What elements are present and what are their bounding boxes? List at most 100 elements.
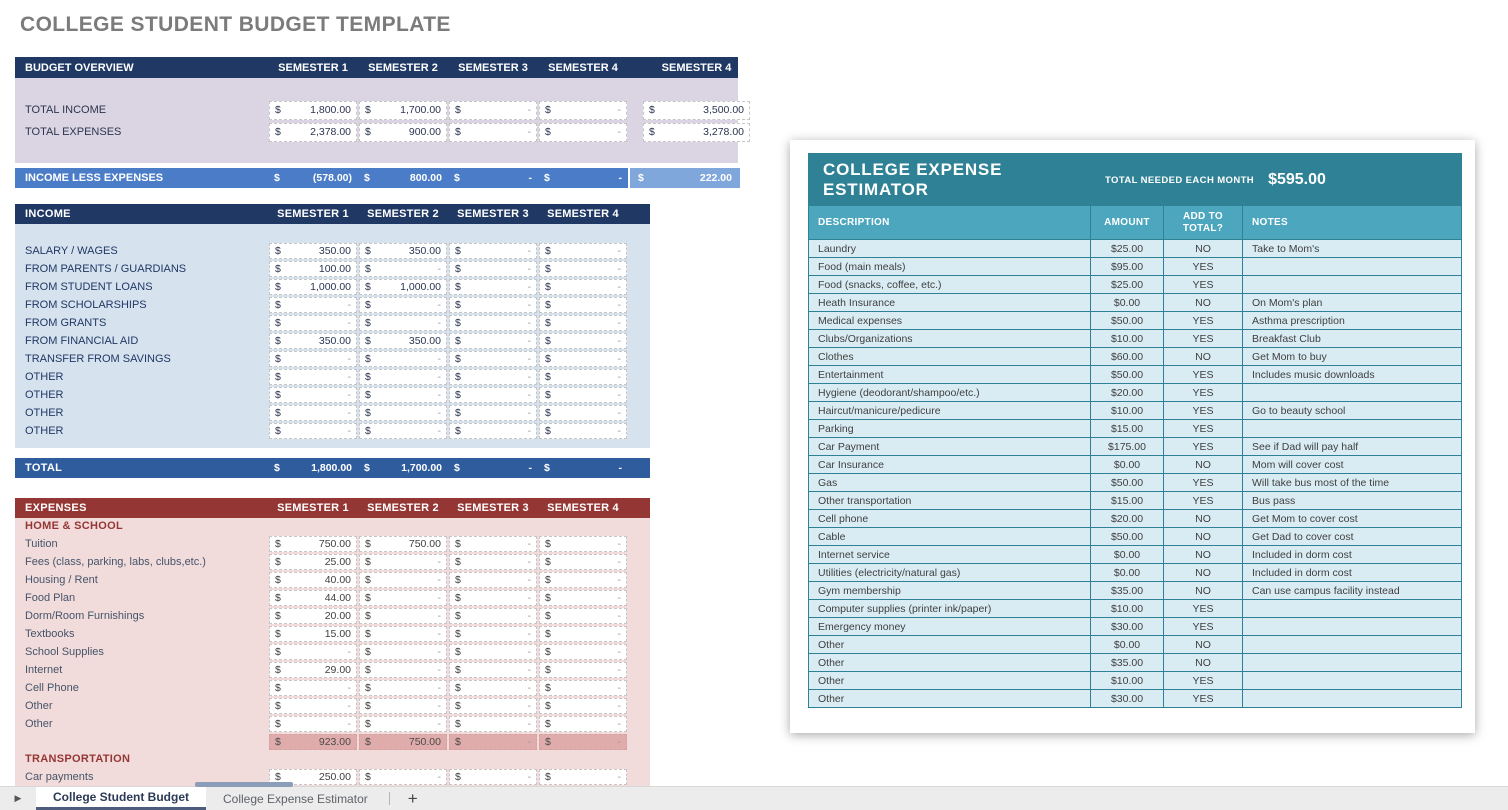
- notes-cell[interactable]: Can use campus facility instead: [1243, 581, 1461, 599]
- notes-cell[interactable]: Includes music downloads: [1243, 365, 1461, 383]
- notes-cell[interactable]: [1243, 275, 1461, 293]
- amount-cell[interactable]: $0.00: [1091, 635, 1164, 653]
- row-label-cell[interactable]: Car payments: [25, 771, 94, 783]
- amount-cell[interactable]: $ -: [539, 100, 627, 120]
- amount-cell[interactable]: $ -: [359, 698, 447, 714]
- row-label-cell[interactable]: OTHER: [25, 425, 64, 437]
- amount-cell[interactable]: $ -: [539, 369, 627, 385]
- amount-cell[interactable]: $ -: [449, 716, 537, 732]
- notes-cell[interactable]: See if Dad will pay half: [1243, 437, 1461, 455]
- description-cell[interactable]: Computer supplies (printer ink/paper): [809, 599, 1091, 617]
- notes-cell[interactable]: Take to Mom's: [1243, 239, 1461, 257]
- notes-cell[interactable]: On Mom's plan: [1243, 293, 1461, 311]
- amount-cell[interactable]: $ -: [539, 387, 627, 403]
- add-to-total-cell[interactable]: YES: [1164, 617, 1243, 635]
- add-to-total-cell[interactable]: NO: [1164, 509, 1243, 527]
- amount-cell[interactable]: $2,378.00: [269, 122, 357, 142]
- amount-cell[interactable]: $ -: [449, 387, 537, 403]
- description-cell[interactable]: Internet service: [809, 545, 1091, 563]
- amount-cell[interactable]: $10.00: [1091, 599, 1164, 617]
- amount-cell[interactable]: $29.00: [269, 662, 357, 678]
- add-to-total-cell[interactable]: NO: [1164, 455, 1243, 473]
- notes-cell[interactable]: Will take bus most of the time: [1243, 473, 1461, 491]
- add-to-total-cell[interactable]: NO: [1164, 239, 1243, 257]
- description-cell[interactable]: Other: [809, 689, 1091, 707]
- amount-cell[interactable]: $ -: [269, 297, 357, 313]
- add-to-total-cell[interactable]: NO: [1164, 293, 1243, 311]
- description-cell[interactable]: Utilities (electricity/natural gas): [809, 563, 1091, 581]
- notes-cell[interactable]: Get Mom to cover cost: [1243, 509, 1461, 527]
- amount-cell[interactable]: $800.00: [358, 172, 448, 184]
- total-amount-cell[interactable]: $1,700.00: [358, 462, 448, 474]
- amount-cell[interactable]: $1,000.00: [359, 279, 447, 295]
- amount-cell[interactable]: $350.00: [359, 333, 447, 349]
- description-cell[interactable]: Gym membership: [809, 581, 1091, 599]
- amount-cell[interactable]: $50.00: [1091, 527, 1164, 545]
- notes-cell[interactable]: [1243, 689, 1461, 707]
- amount-cell[interactable]: $40.00: [269, 572, 357, 588]
- row-label-cell[interactable]: TRANSFER FROM SAVINGS: [25, 353, 171, 365]
- amount-cell[interactable]: $ -: [539, 261, 627, 277]
- description-cell[interactable]: Haircut/manicure/pedicure: [809, 401, 1091, 419]
- amount-cell[interactable]: $100.00: [269, 261, 357, 277]
- amount-cell[interactable]: $ -: [359, 351, 447, 367]
- amount-cell[interactable]: $750.00: [359, 536, 447, 552]
- amount-cell[interactable]: $ -: [539, 608, 627, 624]
- description-cell[interactable]: Clubs/Organizations: [809, 329, 1091, 347]
- row-label-cell[interactable]: TOTAL EXPENSES: [25, 126, 122, 138]
- amount-cell[interactable]: $ -: [539, 662, 627, 678]
- description-cell[interactable]: Emergency money: [809, 617, 1091, 635]
- total-amount-cell[interactable]: $ -: [448, 462, 538, 474]
- notes-cell[interactable]: Get Mom to buy: [1243, 347, 1461, 365]
- amount-cell[interactable]: $ -: [269, 351, 357, 367]
- description-cell[interactable]: Other transportation: [809, 491, 1091, 509]
- total-amount-cell[interactable]: $ -: [538, 462, 628, 474]
- amount-cell[interactable]: $ -: [269, 644, 357, 660]
- add-to-total-cell[interactable]: YES: [1164, 311, 1243, 329]
- notes-cell[interactable]: [1243, 653, 1461, 671]
- amount-cell[interactable]: $0.00: [1091, 293, 1164, 311]
- amount-cell[interactable]: $ -: [449, 100, 537, 120]
- description-cell[interactable]: Medical expenses: [809, 311, 1091, 329]
- amount-cell[interactable]: $350.00: [269, 333, 357, 349]
- description-cell[interactable]: Cell phone: [809, 509, 1091, 527]
- amount-cell[interactable]: $ -: [449, 536, 537, 552]
- amount-cell[interactable]: $ -: [269, 315, 357, 331]
- amount-cell[interactable]: $ -: [449, 279, 537, 295]
- amount-cell[interactable]: $ -: [449, 405, 537, 421]
- row-label-cell[interactable]: FROM SCHOLARSHIPS: [25, 299, 147, 311]
- amount-cell[interactable]: $250.00: [269, 769, 357, 785]
- add-to-total-cell[interactable]: NO: [1164, 581, 1243, 599]
- amount-cell[interactable]: $20.00: [1091, 509, 1164, 527]
- amount-cell[interactable]: $ -: [539, 243, 627, 259]
- amount-cell[interactable]: $ -: [359, 315, 447, 331]
- description-cell[interactable]: Other: [809, 635, 1091, 653]
- amount-cell[interactable]: $1,800.00: [269, 100, 357, 120]
- total-label-cell[interactable]: TOTAL: [25, 462, 63, 474]
- amount-cell[interactable]: $ -: [449, 662, 537, 678]
- notes-cell[interactable]: [1243, 635, 1461, 653]
- description-cell[interactable]: Other: [809, 671, 1091, 689]
- amount-cell[interactable]: $ -: [539, 536, 627, 552]
- amount-cell[interactable]: $ -: [359, 644, 447, 660]
- amount-cell[interactable]: $ -: [359, 387, 447, 403]
- description-cell[interactable]: Gas: [809, 473, 1091, 491]
- amount-cell[interactable]: $0.00: [1091, 455, 1164, 473]
- amount-cell[interactable]: $ -: [269, 716, 357, 732]
- notes-cell[interactable]: [1243, 419, 1461, 437]
- amount-cell[interactable]: $ -: [449, 554, 537, 570]
- subtotal-amount-cell[interactable]: $923.00: [269, 734, 357, 750]
- notes-cell[interactable]: [1243, 617, 1461, 635]
- row-label-cell[interactable]: FROM PARENTS / GUARDIANS: [25, 263, 187, 275]
- amount-cell[interactable]: $ -: [269, 387, 357, 403]
- sheet-tab-college-expense-estimator[interactable]: College Expense Estimator: [223, 791, 368, 806]
- amount-cell[interactable]: $350.00: [269, 243, 357, 259]
- row-label-cell[interactable]: Tuition: [25, 538, 58, 550]
- add-to-total-cell[interactable]: YES: [1164, 275, 1243, 293]
- row-label-cell[interactable]: OTHER: [25, 407, 64, 419]
- amount-cell[interactable]: $ (578.00): [268, 172, 358, 184]
- add-to-total-cell[interactable]: YES: [1164, 473, 1243, 491]
- add-sheet-button[interactable]: +: [407, 788, 418, 808]
- amount-cell[interactable]: $25.00: [1091, 275, 1164, 293]
- horizontal-scrollbar-thumb[interactable]: [195, 782, 293, 787]
